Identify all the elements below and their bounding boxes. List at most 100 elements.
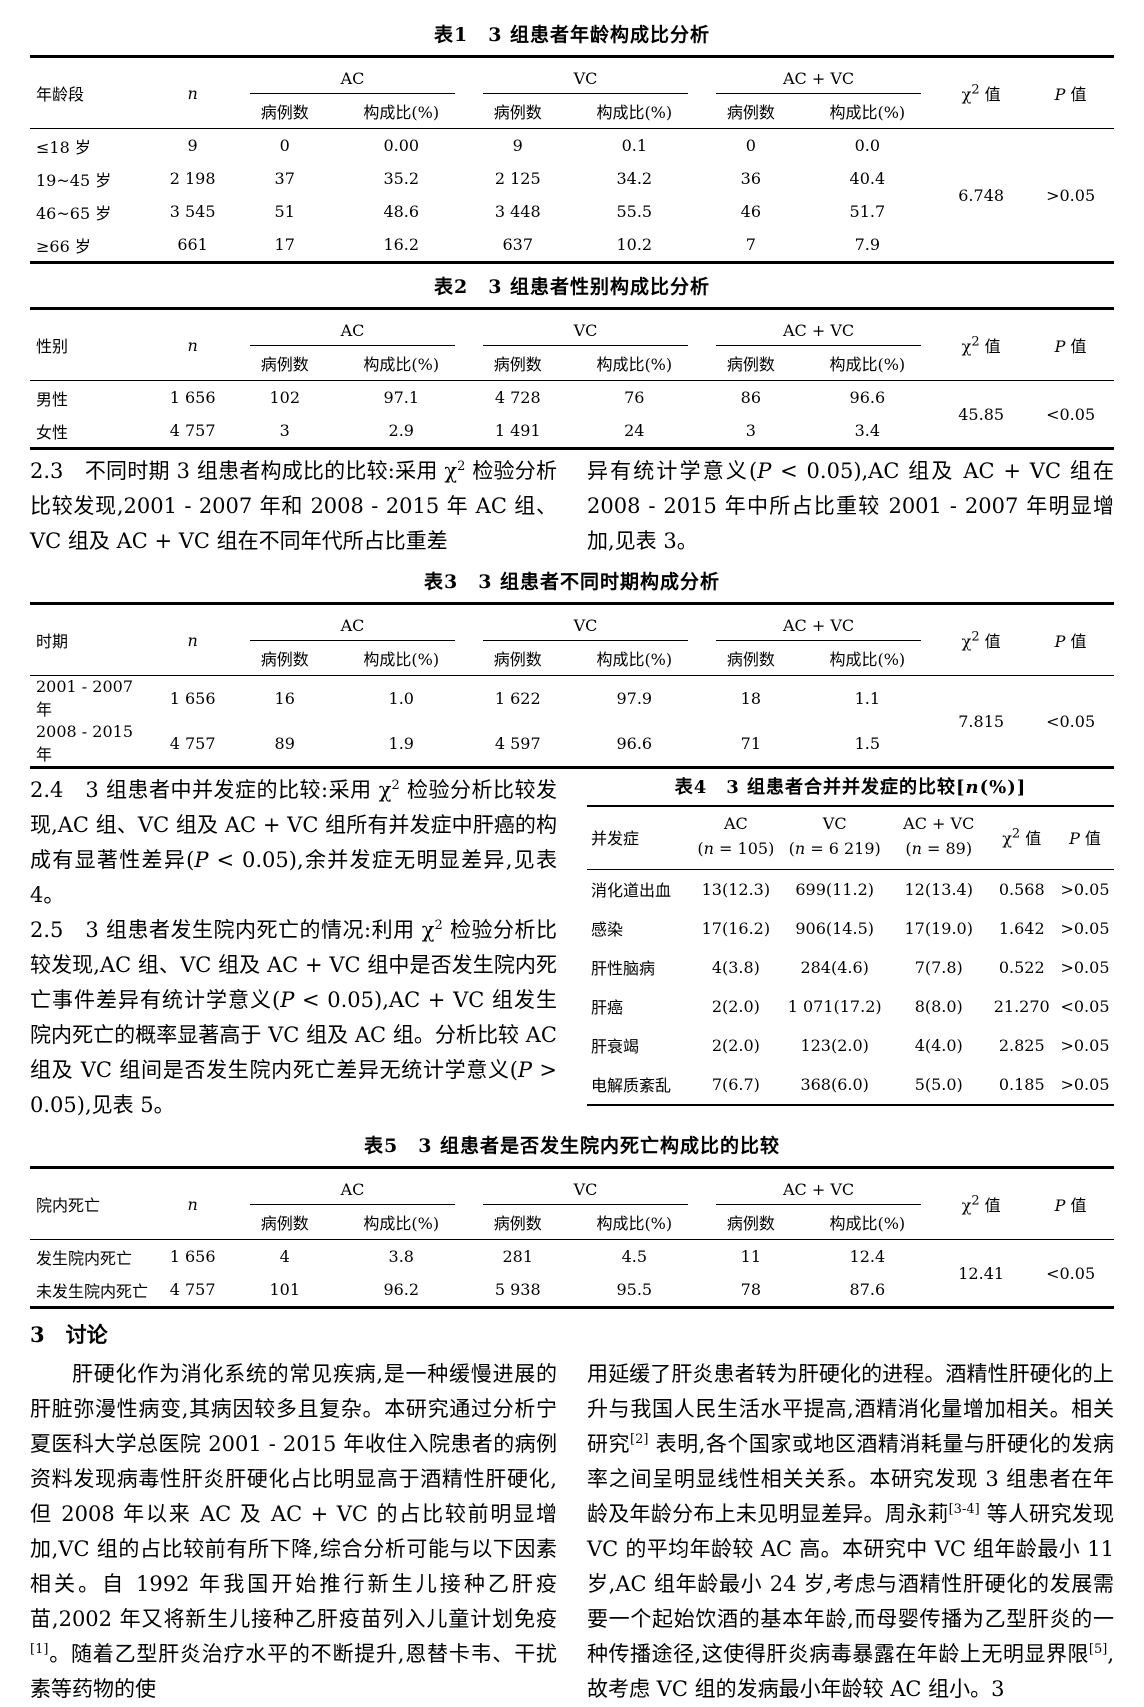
italic-text: n [187,630,198,650]
table-cell: 2.825 [998,1035,1045,1055]
table-cell: 感染 [591,920,624,940]
group-header: VC [469,57,702,94]
table-cell: 17(16.2) [701,918,771,938]
table-row: 肝性脑病 4(3.8) 284(4.6) 7(7.8) 0.522 >0.05 [587,948,1114,987]
superscript-reference: 2 [391,778,400,793]
group-label: VC [822,814,847,833]
column-header: 构成比(%) [566,1205,703,1240]
table-cell: 1.1 [854,689,881,708]
table-cell: 13(12.3) [701,879,771,899]
table-cell: 97.1 [383,388,420,407]
p-value-header: P 值 [1055,806,1114,870]
table-cell: 4 597 [494,734,541,753]
group-label: AC [249,321,455,346]
group-header: AC [236,1168,469,1205]
column-header: 病例数 [235,94,334,129]
section-2-3-left-column: 2.3 不同时期 3 组患者构成比的比较:采用 χ2 检验分析比较发现,2001… [30,459,557,553]
table-row: 男性 1 656 102 97.1 4 728 76 86 96.6 45.85 <0.05 [30,381,1114,424]
table-cell: 18 [740,689,761,708]
table-row: 2008 - 2015 年 4 757 89 1.9 4 597 96.6 71 1.5 [30,721,1114,768]
table-cell: 女性 [36,422,69,442]
group-label: VC [483,69,689,94]
group-n-label: (n = 89) [905,838,973,858]
table-cell: 35.2 [383,169,420,188]
table-cell: 9 [187,136,198,155]
italic-text: P [1069,828,1080,848]
group-header: AC + VC [702,604,935,641]
stub-column-header: 院内死亡 [30,1167,150,1240]
chi-square-value: 12.41 [958,1263,1005,1283]
subheader-row: 病例数 构成比(%) 病例数 构成比(%) 病例数 构成比(%) [30,1205,1114,1240]
table-cell: 1 622 [494,689,541,708]
table-cell: >0.05 [1060,879,1110,899]
table-row: 肝癌 2(2.0) 1 071(17.2) 8(8.0) 21.270 <0.05 [587,987,1114,1026]
n-column-header: n [149,1167,236,1240]
table-cell: ≤18 岁 [36,137,91,157]
table-cell: 96.6 [849,388,886,407]
group-header: AC [236,57,469,94]
right-table-column: 表4 3 组患者合并并发症的比较[n(%)] 并发症 AC (n = 105) VC (… [587,773,1114,1123]
group-label: AC + VC [716,321,922,346]
group-label: AC [249,69,455,94]
group-label: AC + VC [903,814,975,833]
italic-text: n [187,1194,198,1214]
table-cell: 16.2 [383,235,420,254]
column-header: 病例数 [469,346,567,381]
superscript: 2 [971,1193,980,1209]
table-cell: 未发生院内死亡 [36,1281,149,1301]
table-row: 女性 4 757 3 2.9 1 491 24 3 3.4 [30,414,1114,449]
table-cell: 661 [177,235,208,254]
table-cell: 10.2 [616,235,653,254]
group-header: AC [236,604,469,641]
table-cell: 1 656 [169,1247,216,1266]
table-cell: 78 [740,1280,761,1299]
table-cell: >0.05 [1060,1035,1110,1055]
table-cell: 40.4 [849,169,886,188]
table-cell: 4 757 [169,734,216,753]
discussion-columns: 肝硬化作为消化系统的常见疾病,是一种缓慢进展的肝脏弥漫性病变,其病因较多且复杂。… [30,1357,1114,1707]
table-cell: 1 656 [169,689,216,708]
column-header: 构成比(%) [333,94,469,129]
table-row: 消化道出血 13(12.3) 699(11.2) 12(13.4) 0.568 >0.05 [587,869,1114,909]
discussion-section: 3 讨论 肝硬化作为消化系统的常见疾病,是一种缓慢进展的肝脏弥漫性病变,其病因较… [30,1319,1114,1707]
table-row: 未发生院内死亡 4 757 101 96.2 5 938 95.5 78 87.6 [30,1273,1114,1308]
table-cell: 4 728 [494,388,541,407]
table-cell: 2 125 [494,169,541,188]
table-cell: 0.0 [854,136,881,155]
table-cell: >0.05 [1060,957,1110,977]
table-cell: 1 656 [169,388,216,407]
table5-title: 表5 3 组患者是否发生院内死亡构成比的比较 [363,1135,781,1157]
table-cell: 0.185 [998,1074,1045,1094]
stub-column-header: 时期 [30,603,150,676]
italic-text: n [703,838,714,858]
chi-square-header: χ2 值 [935,1167,1028,1240]
group-label: AC + VC [716,616,922,641]
column-header: 构成比(%) [799,1205,936,1240]
table-cell: 97.9 [616,689,653,708]
italic-text: P [517,1058,533,1082]
table-cell: 19~45 岁 [36,170,112,190]
p-value-header: P 值 [1027,308,1114,381]
column-header: 构成比(%) [333,1205,469,1240]
table-cell: >0.05 [1060,1074,1110,1094]
table-cell: 96.2 [383,1280,420,1299]
column-header: 病例数 [469,641,567,676]
table-cell: 2(2.0) [711,996,760,1016]
table1-title: 表1 3 组患者年龄构成比分析 [433,24,711,46]
table-cell: 96.6 [616,734,653,753]
table-cell: 5 938 [494,1280,541,1299]
table-cell: 21.270 [993,996,1050,1016]
table-cell: 17 [274,235,295,254]
section-2-4-2-5-block: 2.4 3 组患者中并发症的比较:采用 χ2 检验分析比较发现,AC 组、VC … [30,773,1114,1123]
table-row: 19~45 岁 2 198 37 35.2 2 125 34.2 36 40.4 [30,162,1114,195]
table-cell: 9 [512,136,523,155]
table-cell: 发生院内死亡 [36,1248,133,1268]
italic-text: n [187,83,198,103]
italic-text: n [911,838,922,858]
table-cell: 51.7 [849,202,886,221]
group-header: AC + VC [702,309,935,346]
column-header: 构成比(%) [799,346,936,381]
n-column-header: n [149,308,236,381]
p-value: <0.05 [1046,1263,1096,1283]
